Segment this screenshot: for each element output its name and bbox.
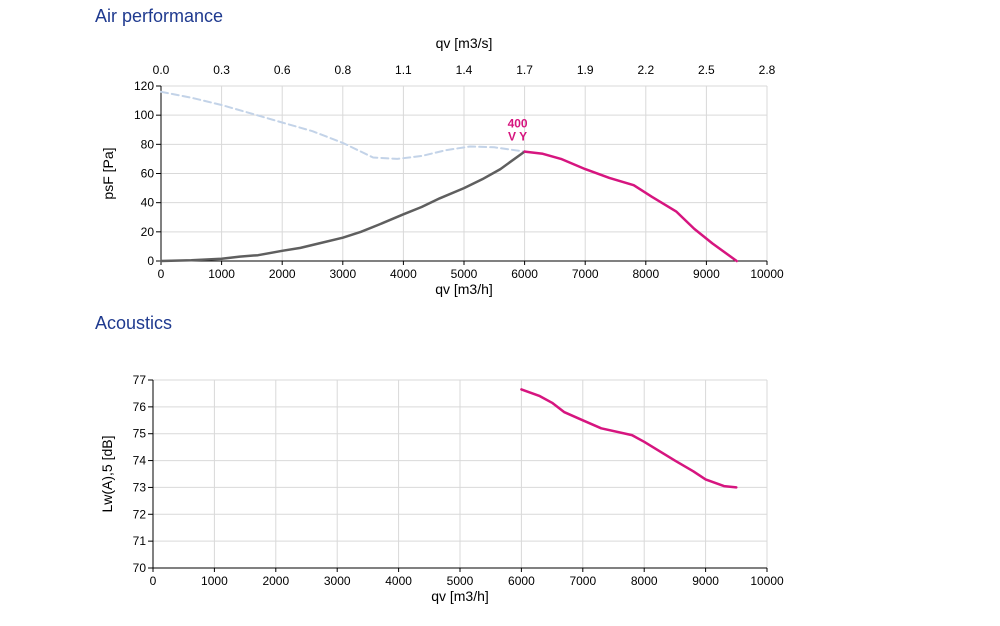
air-x-tick-label: 10000 (750, 267, 784, 281)
acoustics-y-tick-label: 77 (133, 373, 147, 387)
acoustics-x-tick-label: 3000 (324, 574, 351, 588)
air-y-tick-label: 0 (147, 254, 154, 268)
air-y-axis-title: psF [Pa] (100, 147, 116, 199)
air-x2-tick-label: 1.1 (395, 63, 412, 77)
acoustics-y-axis-title: Lw(A),5 [dB] (99, 435, 115, 512)
air-x2-axis-title: qv [m3/s] (436, 35, 493, 51)
air-x-axis-title: qv [m3/h] (435, 281, 493, 297)
air-x2-tick-label: 2.8 (759, 63, 776, 77)
air-x-tick-label: 6000 (511, 267, 538, 281)
air-x-tick-label: 3000 (329, 267, 356, 281)
acoustics-x-tick-label: 1000 (201, 574, 228, 588)
air-y-tick-label: 60 (141, 167, 155, 181)
air-performance-title: Air performance (95, 6, 224, 26)
air-x2-tick-label: 2.5 (698, 63, 715, 77)
acoustics-x-axis-title: qv [m3/h] (431, 588, 489, 604)
air-x2-tick-label: 1.4 (456, 63, 473, 77)
air-y-tick-label: 80 (141, 137, 155, 151)
acoustics-x-tick-label: 6000 (508, 574, 535, 588)
air-series-line-0 (160, 90, 526, 160)
air-series-line-2 (523, 150, 738, 263)
air-series-line-1 (159, 150, 526, 263)
acoustics-x-tick-label: 10000 (750, 574, 784, 588)
air-y-tick-label: 120 (134, 79, 154, 93)
air-y-tick-label: 100 (134, 108, 154, 122)
acoustics-x-tick-label: 2000 (262, 574, 289, 588)
acoustics-series-line-0 (520, 388, 738, 489)
acoustics-y-tick-label: 72 (133, 507, 147, 521)
acoustics-x-tick-label: 7000 (569, 574, 596, 588)
acoustics-x-tick-label: 8000 (631, 574, 658, 588)
acoustics-y-tick-label: 75 (133, 427, 147, 441)
acoustics-x-tick-label: 9000 (692, 574, 719, 588)
acoustics-x-tick-label: 0 (150, 574, 157, 588)
acoustics-y-tick-label: 74 (133, 454, 147, 468)
air-x-tick-label: 9000 (693, 267, 720, 281)
air-x2-tick-label: 0.3 (213, 63, 230, 77)
air-y-tick-label: 20 (141, 225, 155, 239)
air-x-tick-label: 8000 (632, 267, 659, 281)
air-x-tick-label: 5000 (451, 267, 478, 281)
air-x2-tick-label: 0.6 (274, 63, 291, 77)
acoustics-y-tick-label: 76 (133, 400, 147, 414)
acoustics-y-tick-label: 73 (133, 480, 147, 494)
acoustics-y-tick-label: 70 (133, 561, 147, 575)
air-x2-tick-label: 0.0 (153, 63, 170, 77)
acoustics-x-tick-label: 4000 (385, 574, 412, 588)
air-annotation-label: 400 (508, 117, 528, 131)
air-x2-tick-label: 1.9 (577, 63, 594, 77)
air-y-tick-label: 40 (141, 196, 155, 210)
acoustics-x-tick-label: 5000 (447, 574, 474, 588)
air-x-tick-label: 1000 (208, 267, 235, 281)
air-x2-tick-label: 2.2 (637, 63, 654, 77)
air-x-tick-label: 4000 (390, 267, 417, 281)
air-annotation-label: V Y (508, 130, 527, 144)
air-x-tick-label: 2000 (269, 267, 296, 281)
air-x2-tick-label: 1.7 (516, 63, 533, 77)
air-x-tick-label: 7000 (572, 267, 599, 281)
air-x2-tick-label: 0.8 (334, 63, 351, 77)
acoustics-y-tick-label: 71 (133, 534, 147, 548)
air-x-tick-label: 0 (158, 267, 165, 281)
acoustics-title: Acoustics (95, 313, 173, 333)
